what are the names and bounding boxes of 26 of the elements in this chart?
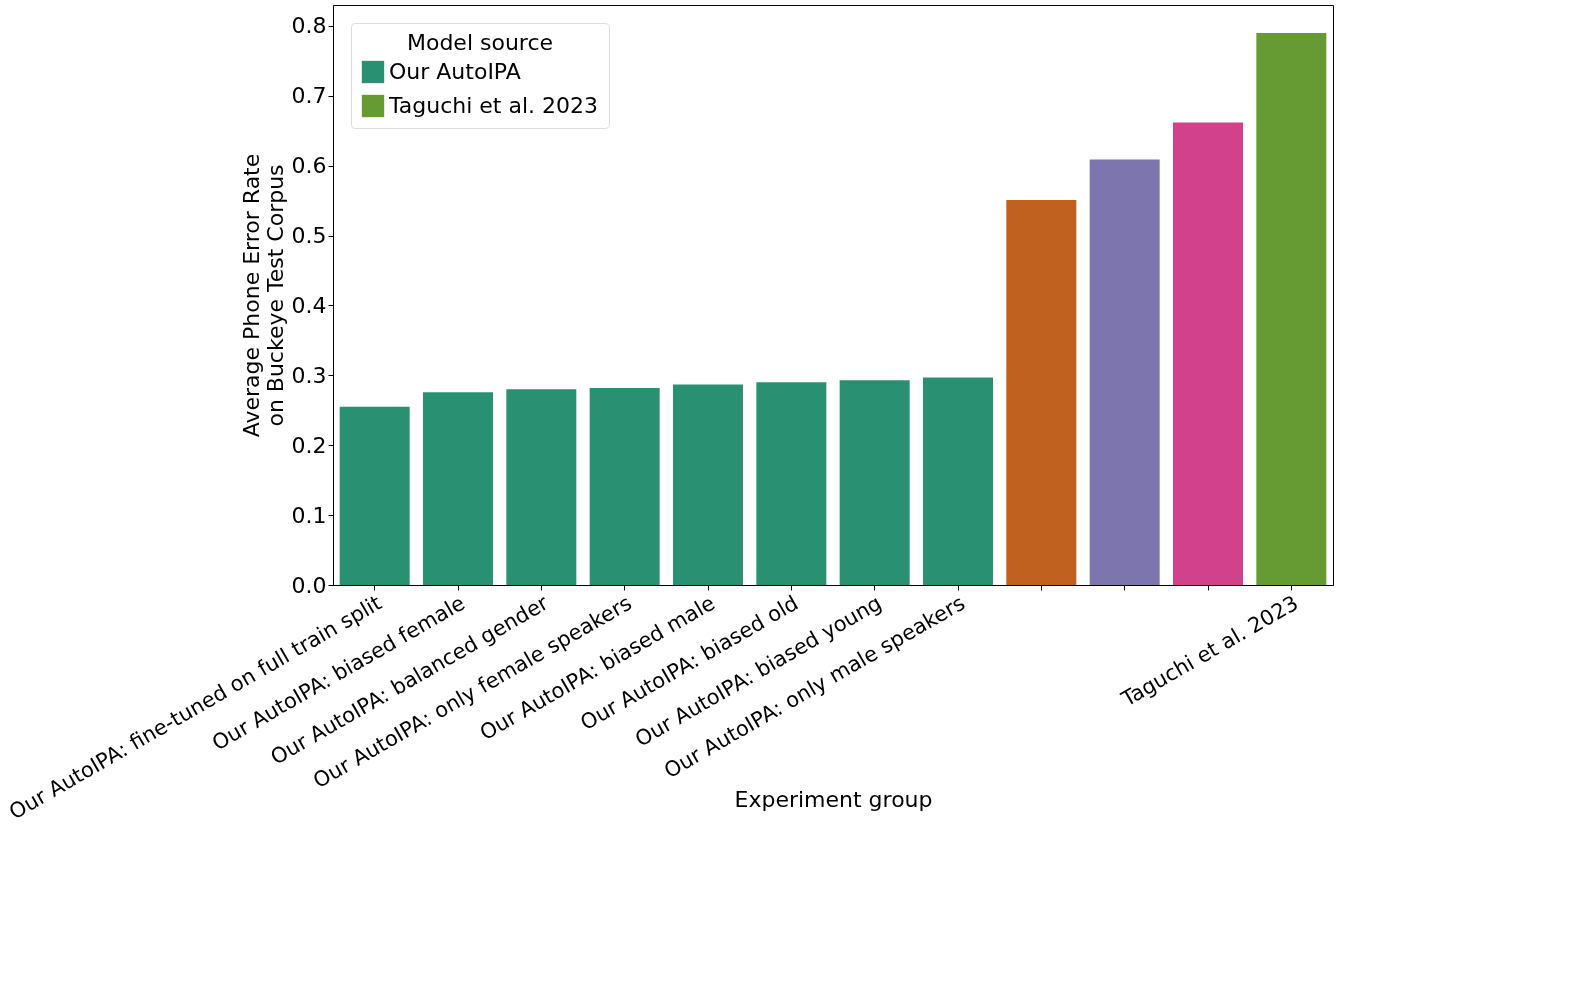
legend-label: Our AutoIPA — [389, 59, 521, 84]
y-tick-label: 0.1 — [291, 502, 327, 528]
y-tick-label: 0.5 — [291, 223, 327, 249]
x-axis-title: Experiment group — [734, 786, 933, 812]
bar — [1173, 122, 1243, 585]
bar — [756, 382, 827, 585]
legend-title: Model source — [406, 30, 554, 55]
y-tick-label: 0.3 — [291, 362, 327, 388]
bar — [923, 377, 993, 585]
y-axis-title: Average Phone Error Rate on Buckeye Test Corpus — [238, 153, 288, 438]
bar — [589, 387, 660, 585]
bar — [839, 380, 910, 585]
y-tick-label: 0.2 — [291, 432, 327, 458]
y-tick-label: 0.8 — [291, 13, 327, 39]
bar — [1089, 159, 1160, 585]
bar — [1006, 199, 1077, 585]
bar — [423, 392, 493, 585]
legend-label: Taguchi et al. 2023 — [388, 93, 599, 118]
bar — [506, 389, 577, 585]
bar — [339, 406, 410, 585]
bar — [673, 384, 743, 585]
y-tick-label: 0.0 — [291, 572, 327, 598]
y-tick-label: 0.4 — [291, 292, 327, 318]
y-tick-label: 0.7 — [291, 83, 327, 109]
bar — [1256, 32, 1327, 585]
y-tick-label: 0.6 — [291, 153, 327, 179]
